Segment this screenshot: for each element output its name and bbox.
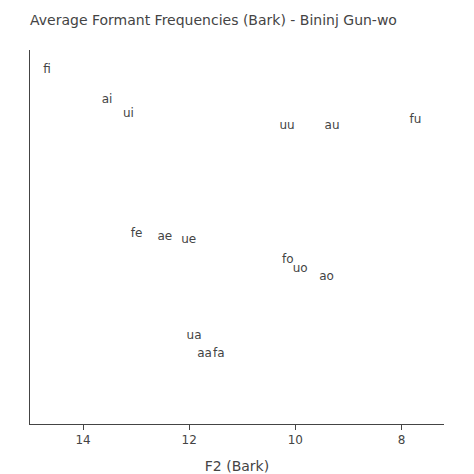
svg-text:fo: fo bbox=[282, 252, 294, 266]
svg-text:12: 12 bbox=[182, 433, 197, 447]
svg-text:ao: ao bbox=[319, 269, 334, 283]
svg-text:10: 10 bbox=[288, 433, 303, 447]
svg-text:uo: uo bbox=[293, 261, 308, 275]
svg-text:au: au bbox=[325, 118, 340, 132]
svg-text:ue: ue bbox=[181, 232, 196, 246]
svg-text:ui: ui bbox=[123, 106, 134, 120]
svg-text:fi: fi bbox=[43, 62, 51, 76]
svg-text:Average Formant Frequencies (B: Average Formant Frequencies (Bark) - Bin… bbox=[30, 12, 397, 28]
svg-text:ua: ua bbox=[187, 328, 202, 342]
svg-text:uu: uu bbox=[279, 118, 294, 132]
svg-text:fu: fu bbox=[410, 112, 422, 126]
svg-text:8: 8 bbox=[398, 433, 406, 447]
svg-text:ai: ai bbox=[102, 92, 113, 106]
svg-text:14: 14 bbox=[75, 433, 90, 447]
svg-text:aa: aa bbox=[197, 346, 212, 360]
svg-text:fe: fe bbox=[131, 226, 143, 240]
svg-text:F2 (Bark): F2 (Bark) bbox=[205, 458, 269, 474]
svg-text:fa: fa bbox=[213, 346, 225, 360]
svg-text:ae: ae bbox=[157, 229, 172, 243]
